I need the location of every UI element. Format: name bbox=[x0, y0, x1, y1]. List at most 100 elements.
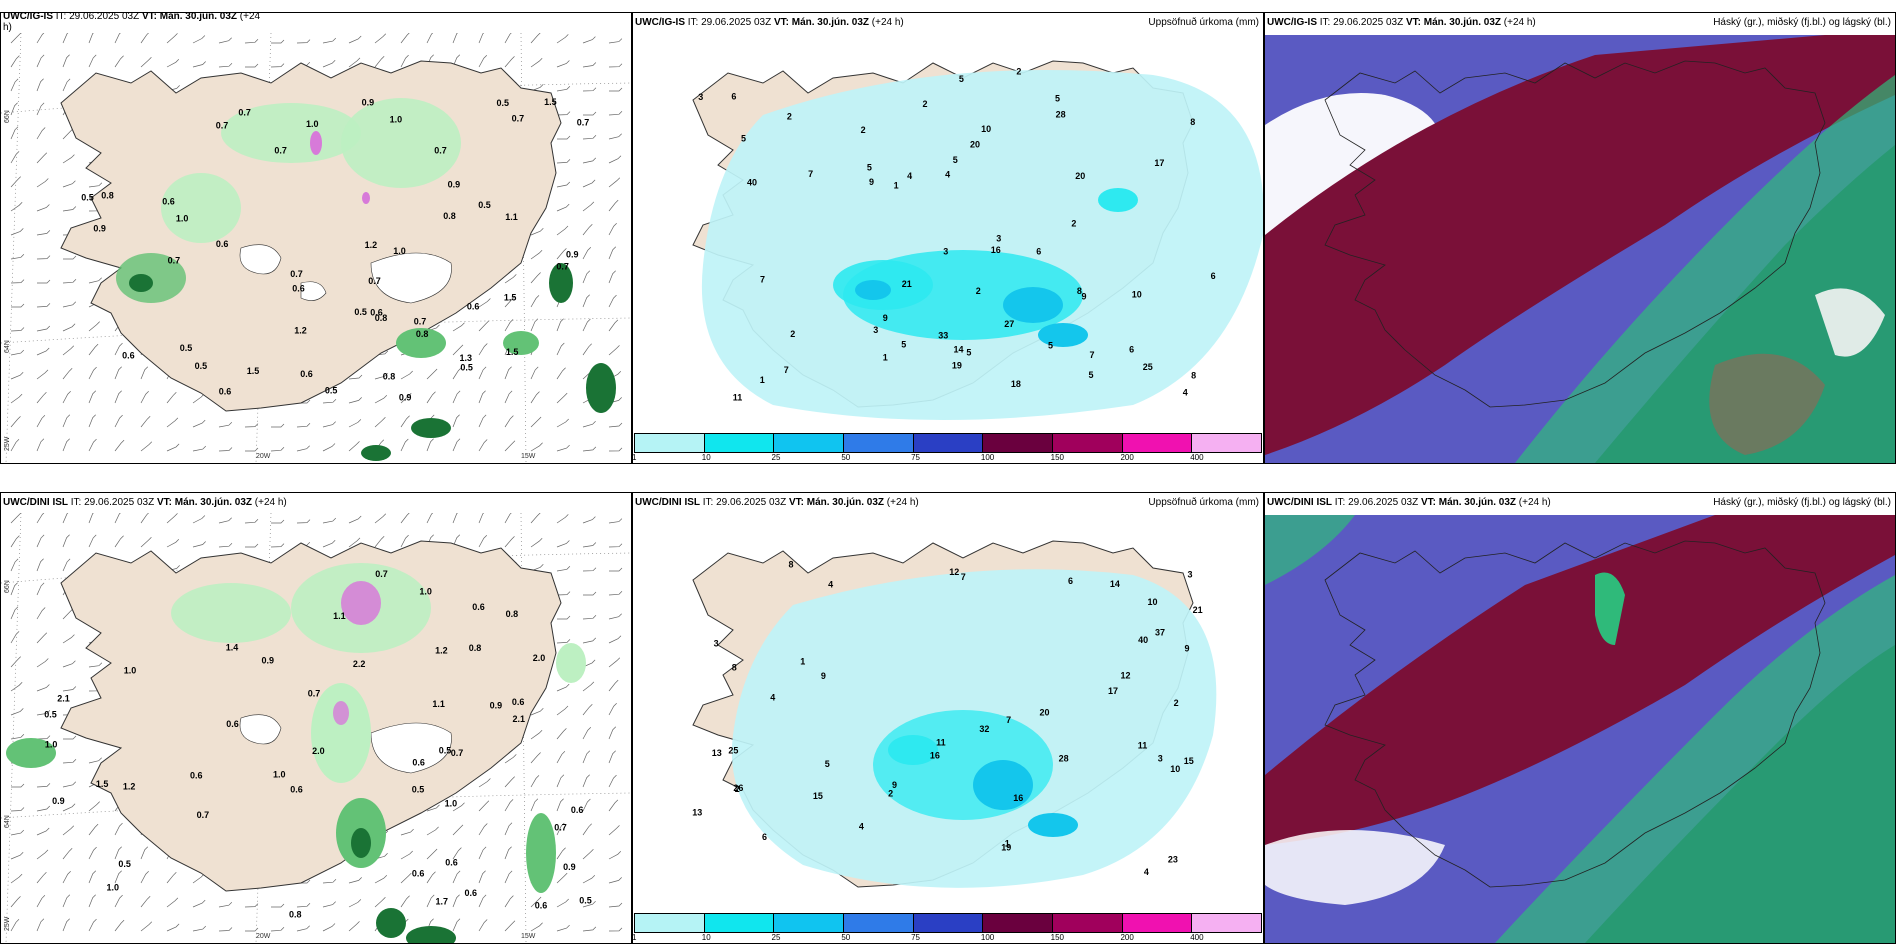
map-title: Háský (gr.), miðský (fj.bl.) og lágský (… bbox=[1713, 17, 1891, 28]
lead-time: (+24 bbox=[239, 12, 261, 22]
wind-barb bbox=[166, 872, 177, 884]
value-label: 16 bbox=[930, 751, 940, 761]
lead-time: (+24 h) bbox=[1503, 17, 1536, 28]
wind-barb bbox=[478, 513, 485, 524]
wind-barb bbox=[218, 421, 233, 428]
wind-barb bbox=[88, 438, 97, 452]
wind-barb bbox=[556, 225, 569, 236]
wind-barb bbox=[36, 178, 49, 188]
wind-barb bbox=[37, 279, 51, 284]
wind-barb bbox=[36, 347, 50, 356]
model-name: UWC/IG-IS bbox=[3, 12, 53, 22]
wind-barb bbox=[478, 778, 491, 788]
wind-barb bbox=[36, 658, 49, 668]
wind-barb bbox=[271, 423, 285, 428]
wind-barb bbox=[530, 896, 542, 908]
wind-barb bbox=[504, 366, 512, 380]
panel-top-right: UWC/IG-IS IT: 29.06.2025 03Z VT: Mán. 30… bbox=[1264, 12, 1896, 464]
wind-barb bbox=[62, 390, 71, 404]
value-label: 0.9 bbox=[490, 701, 503, 711]
wind-barb bbox=[582, 659, 596, 668]
wind-barb bbox=[400, 438, 409, 452]
wind-barb bbox=[244, 519, 259, 524]
wind-barb bbox=[140, 415, 151, 428]
wind-barb bbox=[36, 78, 44, 92]
value-label: 0.6 bbox=[445, 858, 458, 868]
wind-barb bbox=[426, 513, 434, 524]
wind-barb bbox=[530, 775, 540, 788]
wind-barb bbox=[582, 874, 596, 884]
wind-barb bbox=[478, 919, 488, 932]
wind-barb bbox=[88, 918, 97, 932]
value-label: 0.6 bbox=[300, 369, 313, 379]
legend-tick: 400 bbox=[1190, 453, 1204, 462]
wind-barb bbox=[10, 896, 21, 908]
wind-barb bbox=[10, 807, 25, 812]
value-label: 0.9 bbox=[362, 97, 375, 107]
legend-swatch bbox=[1053, 434, 1123, 452]
wind-barb bbox=[556, 60, 570, 68]
value-label: 0.9 bbox=[566, 250, 579, 260]
precip-values: 1234324568121379111615132612101423282132… bbox=[692, 559, 1202, 877]
value-label: 0.6 bbox=[292, 284, 305, 294]
value-label: 1.0 bbox=[107, 883, 120, 893]
value-label: 2.1 bbox=[57, 694, 70, 704]
value-label: 1.0 bbox=[124, 666, 137, 676]
wind-barb bbox=[608, 111, 623, 116]
legend-swatch bbox=[774, 914, 845, 932]
wind-barb bbox=[504, 870, 513, 884]
wind-barb bbox=[504, 822, 513, 836]
wind-barb bbox=[62, 345, 75, 356]
wind-barb bbox=[582, 157, 597, 164]
wind-barb bbox=[88, 343, 99, 356]
wind-barb bbox=[452, 513, 458, 524]
value-label: 9 bbox=[1185, 644, 1190, 654]
legend-swatch bbox=[635, 914, 705, 932]
wind-barb bbox=[556, 203, 570, 212]
wind-barb bbox=[322, 421, 336, 428]
model-name: UWC/DINI ISL bbox=[635, 497, 700, 508]
lat-label-66n: 66N bbox=[4, 580, 11, 593]
wind-barb bbox=[36, 54, 45, 68]
vt-value: Mán. 30.jún. 03Z bbox=[806, 497, 884, 508]
wind-barb bbox=[478, 33, 485, 44]
wind-barb bbox=[374, 417, 386, 428]
value-label: 0.7 bbox=[414, 317, 427, 327]
wind-barb bbox=[88, 662, 103, 668]
wind-barb bbox=[452, 390, 461, 404]
wind-barb bbox=[62, 438, 70, 452]
lat-label-64n: 64N bbox=[4, 815, 11, 828]
wind-barb bbox=[10, 151, 20, 164]
wind-barb bbox=[62, 128, 74, 140]
value-label: 26 bbox=[733, 783, 743, 793]
wind-barb bbox=[556, 822, 565, 836]
wind-barb bbox=[609, 87, 623, 92]
legend-tick: 200 bbox=[1120, 453, 1134, 462]
wind-barb bbox=[296, 903, 311, 908]
wind-barb bbox=[530, 513, 541, 524]
value-label: 2.0 bbox=[533, 653, 546, 663]
value-label: 0.6 bbox=[226, 719, 239, 729]
value-label: 20 bbox=[1075, 171, 1085, 181]
wind-barb bbox=[556, 847, 566, 860]
wind-barb bbox=[140, 921, 153, 932]
wind-barb bbox=[504, 440, 516, 452]
wind-barb bbox=[608, 177, 621, 188]
wind-barb bbox=[140, 870, 149, 884]
wind-barb bbox=[245, 543, 259, 548]
wind-barb bbox=[582, 318, 591, 332]
wind-barb bbox=[530, 442, 543, 452]
value-label: 1.0 bbox=[45, 740, 58, 750]
value-label: 25 bbox=[728, 746, 738, 756]
wind-barb bbox=[608, 63, 623, 68]
wind-barb bbox=[556, 566, 571, 572]
value-label: 13 bbox=[712, 748, 722, 758]
value-label: 0.9 bbox=[563, 862, 576, 872]
wind-barb bbox=[583, 111, 597, 116]
wind-barb bbox=[556, 728, 567, 740]
wind-barb bbox=[36, 325, 51, 332]
wind-barb bbox=[10, 33, 22, 44]
wind-barb bbox=[62, 870, 71, 884]
value-label: 14 bbox=[1110, 579, 1120, 589]
wind-barb bbox=[10, 349, 25, 356]
